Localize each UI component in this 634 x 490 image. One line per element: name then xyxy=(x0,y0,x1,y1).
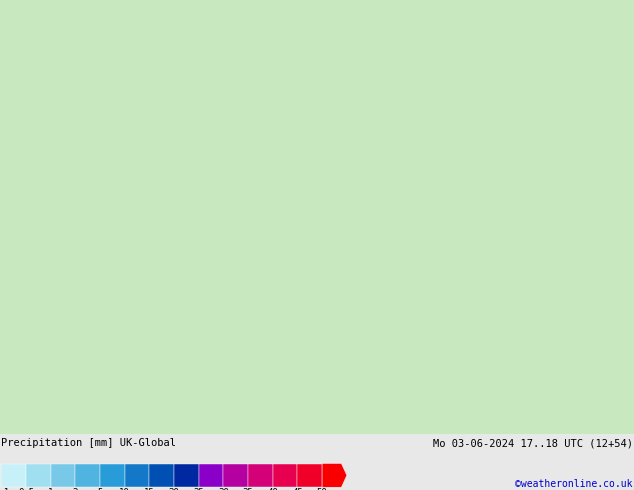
Text: ©weatheronline.co.uk: ©weatheronline.co.uk xyxy=(515,479,633,489)
Text: Mo 03-06-2024 17..18 UTC (12+54): Mo 03-06-2024 17..18 UTC (12+54) xyxy=(433,438,633,448)
Bar xyxy=(1,464,26,487)
Bar xyxy=(125,464,150,487)
Text: 25: 25 xyxy=(193,489,204,490)
Text: 15: 15 xyxy=(144,489,155,490)
Bar xyxy=(75,464,100,487)
Bar xyxy=(273,464,297,487)
Bar xyxy=(26,464,51,487)
Text: 1: 1 xyxy=(48,489,53,490)
Text: 20: 20 xyxy=(169,489,179,490)
Text: 30: 30 xyxy=(218,489,229,490)
Bar xyxy=(51,464,75,487)
Text: 5: 5 xyxy=(97,489,103,490)
Polygon shape xyxy=(322,464,347,487)
Text: 35: 35 xyxy=(243,489,254,490)
Text: 2: 2 xyxy=(73,489,78,490)
Bar xyxy=(297,464,322,487)
Text: Precipitation [mm] UK-Global: Precipitation [mm] UK-Global xyxy=(1,438,176,448)
Text: 45: 45 xyxy=(292,489,303,490)
Text: 10: 10 xyxy=(119,489,130,490)
Bar xyxy=(198,464,223,487)
Bar xyxy=(248,464,273,487)
Text: 50: 50 xyxy=(317,489,328,490)
Bar xyxy=(223,464,248,487)
Text: 0.1: 0.1 xyxy=(0,489,10,490)
Text: 0.5: 0.5 xyxy=(18,489,34,490)
Bar xyxy=(150,464,174,487)
Text: 40: 40 xyxy=(268,489,278,490)
Bar xyxy=(174,464,198,487)
Bar xyxy=(100,464,125,487)
